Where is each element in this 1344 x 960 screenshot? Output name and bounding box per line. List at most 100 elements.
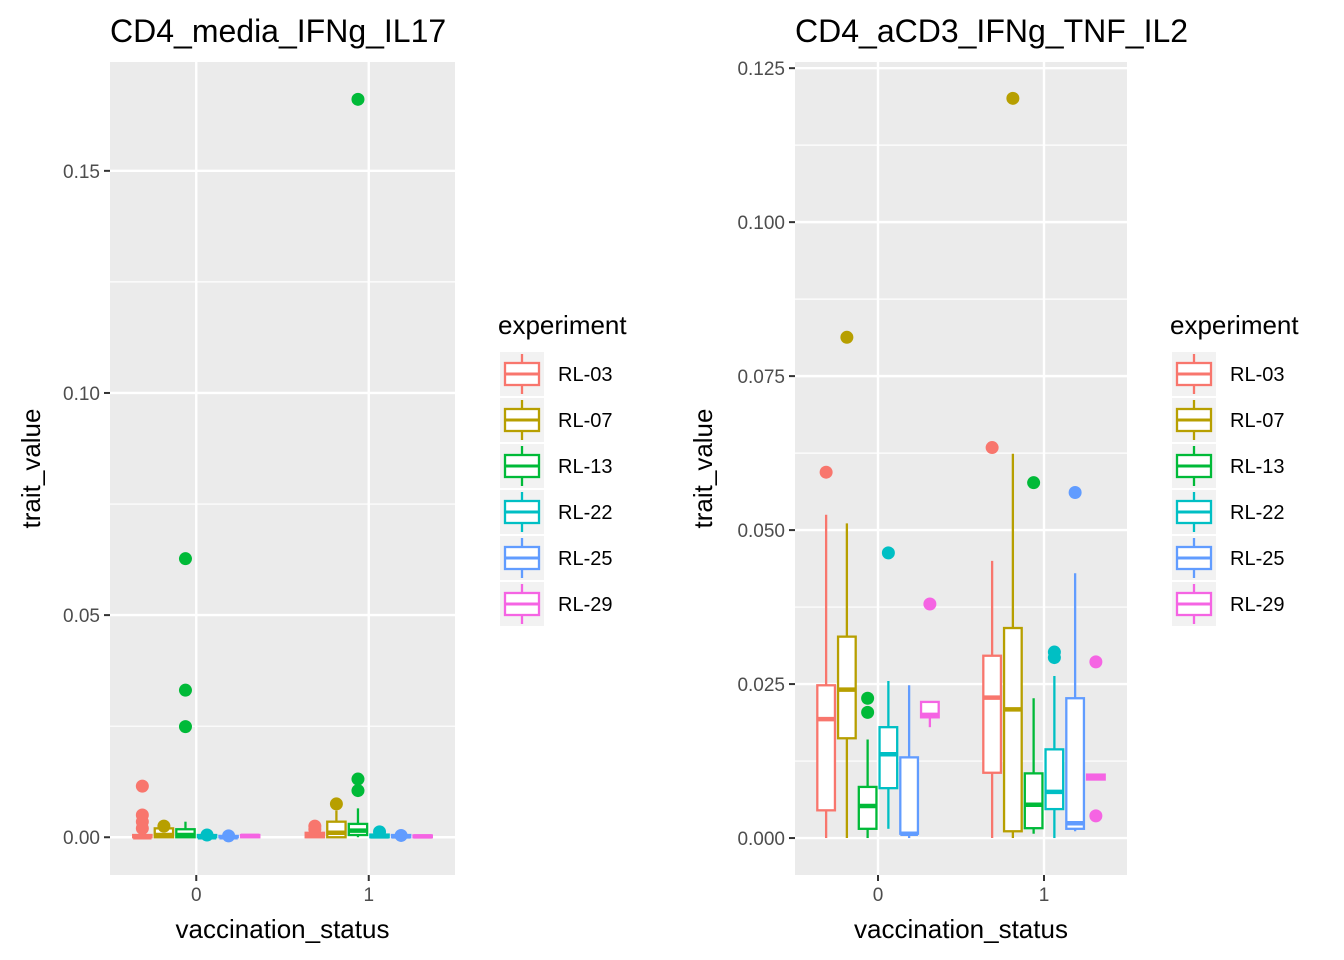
legend-label: RL-29 <box>558 594 612 616</box>
legend: experiment RL-03 RL-07 RL-13 RL-22 RL-25 RL-29 <box>498 310 627 626</box>
y-tick-label: 0.000 <box>737 829 785 850</box>
box-RL-29-status-0 <box>919 597 940 728</box>
legend-label: RL-07 <box>1230 410 1284 432</box>
box-RL-03-status-0 <box>132 779 153 840</box>
y-tick-label: 0.075 <box>737 367 785 388</box>
legend-item-RL-03: RL-03 <box>500 352 612 396</box>
box-iqr <box>1065 697 1086 830</box>
outlier-point <box>135 821 149 835</box>
box-iqr <box>878 726 899 790</box>
box-RL-25-status-1 <box>1065 486 1086 832</box>
outlier-point <box>178 720 192 734</box>
x-tick-label: 1 <box>1039 885 1050 906</box>
outlier-point <box>200 828 214 842</box>
box-iqr <box>899 756 920 835</box>
legend-label: RL-03 <box>1230 364 1284 386</box>
legend-title: experiment <box>498 310 627 340</box>
x-tick-label: 0 <box>873 885 884 906</box>
outlier-point <box>178 683 192 697</box>
legend-item-RL-25: RL-25 <box>500 536 612 580</box>
legend: experiment RL-03 RL-07 RL-13 RL-22 RL-25 RL-29 <box>1170 310 1299 626</box>
legend-item-RL-13: RL-13 <box>500 444 612 488</box>
legend-item-RL-07: RL-07 <box>1172 398 1284 442</box>
legend-label: RL-25 <box>1230 548 1284 570</box>
legend-label: RL-03 <box>558 364 612 386</box>
chart-panel-2: 0.000 0.025 0.050 0.075 0.100 0.125 0 1 CD4_aCD3… <box>688 13 1299 944</box>
outlier-point <box>329 797 343 811</box>
box-RL-07-status-1 <box>1002 91 1023 839</box>
outlier-point <box>394 828 408 842</box>
y-tick-label: 0.10 <box>63 384 100 405</box>
legend-label: RL-29 <box>1230 594 1284 616</box>
y-tick-label: 0.00 <box>63 828 100 849</box>
outlier-point <box>861 705 875 719</box>
y-tick-label: 0.050 <box>737 521 785 542</box>
box-iqr <box>816 684 837 812</box>
outlier-point <box>351 784 365 798</box>
chart-title: CD4_aCD3_IFNg_TNF_IL2 <box>795 13 1188 49</box>
x-tick-label: 1 <box>363 885 374 906</box>
legend-item-RL-29: RL-29 <box>500 582 612 626</box>
legend-label: RL-22 <box>558 502 612 524</box>
outlier-point <box>861 691 875 705</box>
box-RL-07-status-0 <box>836 330 857 839</box>
y-tick-label: 0.15 <box>63 162 100 183</box>
box-RL-22-status-0 <box>878 546 899 829</box>
legend-item-RL-07: RL-07 <box>500 398 612 442</box>
outlier-point <box>135 779 149 793</box>
outlier-point <box>1089 809 1103 823</box>
outlier-point <box>222 829 236 843</box>
y-tick-label: 0.125 <box>737 59 785 80</box>
legend-title: experiment <box>1170 310 1299 340</box>
box-RL-22-status-1 <box>369 825 390 839</box>
outlier-point <box>985 441 999 455</box>
box-iqr <box>1023 772 1044 830</box>
outlier-point <box>881 546 895 560</box>
y-tick-label: 0.100 <box>737 213 785 234</box>
outlier-point <box>923 597 937 611</box>
box-RL-03-status-0 <box>816 465 837 839</box>
legend-label: RL-13 <box>558 456 612 478</box>
box-RL-29-status-0 <box>239 833 261 839</box>
outlier-point <box>819 465 833 479</box>
outlier-point <box>1006 91 1020 105</box>
box-RL-22-status-1 <box>1044 645 1065 839</box>
legend-label: RL-07 <box>558 410 612 432</box>
box-RL-13-status-0 <box>175 552 196 839</box>
box-RL-29-status-1 <box>412 834 433 839</box>
x-axis-title: vaccination_status <box>854 914 1068 944</box>
box-RL-13-status-1 <box>347 92 369 838</box>
box-RL-29-status-1 <box>1085 655 1106 823</box>
outlier-point <box>1027 476 1041 490</box>
y-axis-title: trait_value <box>688 409 718 529</box>
x-axis-title: vaccination_status <box>176 914 390 944</box>
box-RL-25-status-1 <box>390 828 412 842</box>
outlier-point <box>157 819 171 833</box>
y-tick-label: 0.025 <box>737 675 785 696</box>
box-iqr <box>1002 626 1023 833</box>
box-iqr <box>982 654 1003 774</box>
outlier-point <box>840 330 854 344</box>
outlier-point <box>1047 651 1061 665</box>
outlier-point <box>351 772 365 786</box>
box-RL-07-status-0 <box>153 819 175 839</box>
box-RL-22-status-0 <box>196 828 218 842</box>
box-RL-03-status-1 <box>982 441 1003 839</box>
outlier-point <box>1068 486 1082 500</box>
box-RL-07-status-1 <box>326 797 347 839</box>
box-RL-25-status-0 <box>899 685 920 839</box>
box-RL-13-status-0 <box>857 691 878 839</box>
legend-item-RL-25: RL-25 <box>1172 536 1284 580</box>
legend-item-RL-13: RL-13 <box>1172 444 1284 488</box>
legend-item-RL-22: RL-22 <box>500 490 612 534</box>
legend-item-RL-29: RL-29 <box>1172 582 1284 626</box>
legend-label: RL-13 <box>1230 456 1284 478</box>
x-tick-label: 0 <box>191 885 202 906</box>
outlier-point <box>308 822 322 836</box>
plot-background <box>110 62 455 875</box>
legend-item-RL-03: RL-03 <box>1172 352 1284 396</box>
outlier-point <box>178 552 192 566</box>
outlier-point <box>373 825 387 839</box>
legend-label: RL-25 <box>558 548 612 570</box>
